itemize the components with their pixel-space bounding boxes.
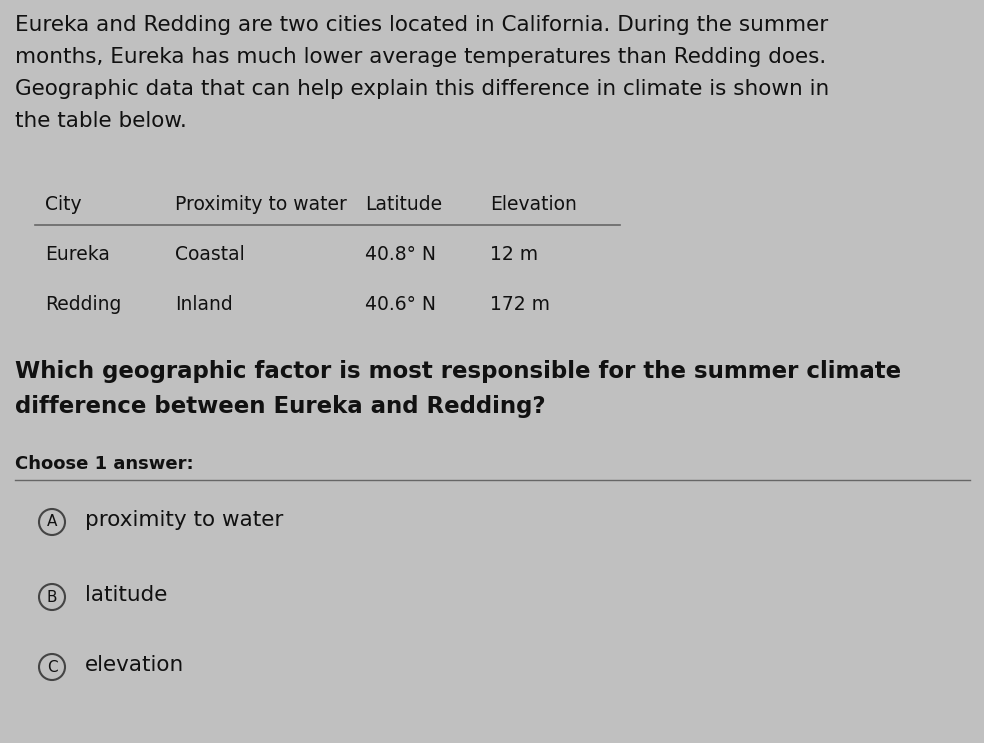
Text: Redding: Redding	[45, 295, 121, 314]
Text: City: City	[45, 195, 82, 214]
Text: the table below.: the table below.	[15, 111, 187, 131]
Text: 172 m: 172 m	[490, 295, 550, 314]
Text: 12 m: 12 m	[490, 245, 538, 264]
Text: Elevation: Elevation	[490, 195, 577, 214]
Text: Which geographic factor is most responsible for the summer climate: Which geographic factor is most responsi…	[15, 360, 901, 383]
Text: 40.6° N: 40.6° N	[365, 295, 436, 314]
Text: Eureka: Eureka	[45, 245, 110, 264]
Text: A: A	[47, 514, 57, 530]
Text: Latitude: Latitude	[365, 195, 442, 214]
Text: months, Eureka has much lower average temperatures than Redding does.: months, Eureka has much lower average te…	[15, 47, 827, 67]
Text: Eureka and Redding are two cities located in California. During the summer: Eureka and Redding are two cities locate…	[15, 15, 829, 35]
Text: elevation: elevation	[85, 655, 184, 675]
Text: Geographic data that can help explain this difference in climate is shown in: Geographic data that can help explain th…	[15, 79, 830, 99]
Text: Coastal: Coastal	[175, 245, 245, 264]
Text: Proximity to water: Proximity to water	[175, 195, 347, 214]
Text: proximity to water: proximity to water	[85, 510, 283, 530]
Text: C: C	[46, 660, 57, 675]
Text: 40.8° N: 40.8° N	[365, 245, 436, 264]
Text: difference between Eureka and Redding?: difference between Eureka and Redding?	[15, 395, 545, 418]
Text: Choose 1 answer:: Choose 1 answer:	[15, 455, 194, 473]
Text: latitude: latitude	[85, 585, 167, 605]
Text: Inland: Inland	[175, 295, 233, 314]
Text: B: B	[47, 589, 57, 605]
